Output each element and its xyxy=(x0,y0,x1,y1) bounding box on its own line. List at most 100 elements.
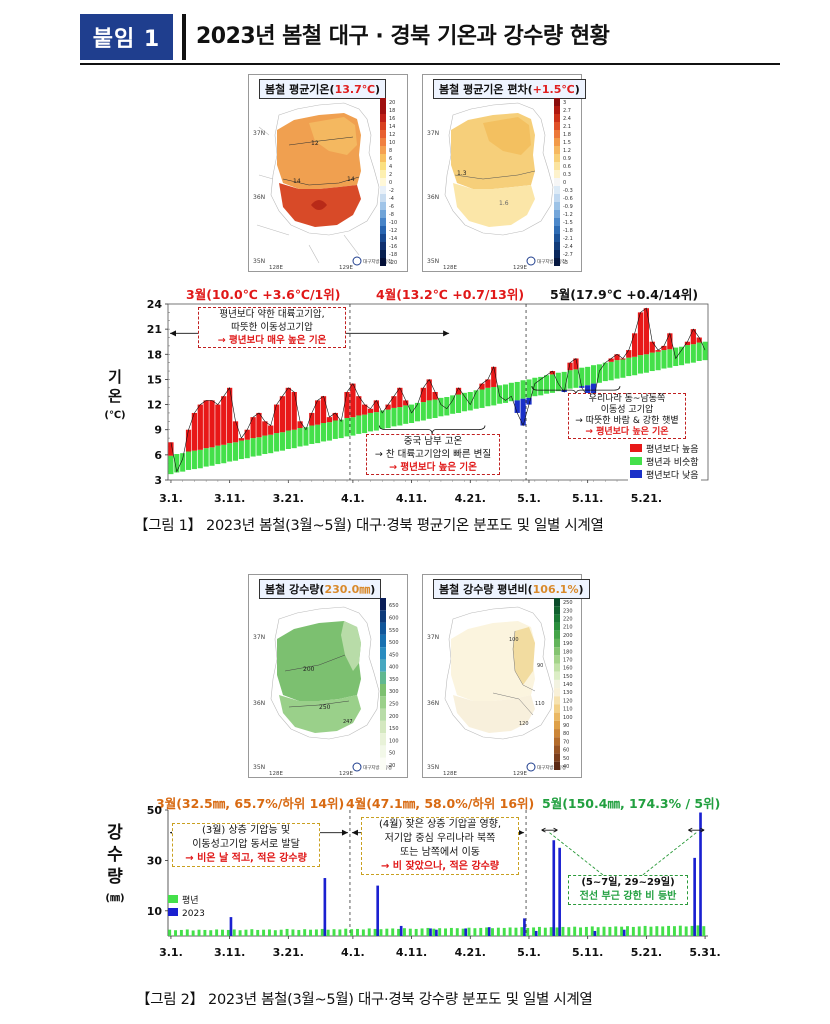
normal-bar xyxy=(631,926,635,936)
scale-label: 2.4 xyxy=(563,116,571,122)
normal-bar xyxy=(485,387,491,407)
scale-swatch xyxy=(554,162,560,170)
scale-swatch xyxy=(380,634,386,648)
x-tick-label: 3.1. xyxy=(159,492,183,505)
scale-swatch xyxy=(380,98,386,106)
scale-label: 20 xyxy=(389,763,395,769)
normal-bar xyxy=(643,925,647,936)
scale-label: 210 xyxy=(563,625,573,631)
scale-swatch xyxy=(380,210,386,218)
normal-bar xyxy=(614,360,620,379)
may-note: 우리나라 동~남동쪽 이동성 고기압 → 따뜻한 바람 & 강한 햇볕 → 평년보다 … xyxy=(568,393,686,439)
normal-bar xyxy=(526,927,530,936)
scale-swatch xyxy=(554,114,560,122)
may-temp-summary: 5월(17.9℃ +0.4/14위) xyxy=(550,287,699,302)
march-temp-summary: 3월(10.0℃ +3.6℃/1위) xyxy=(186,287,341,302)
may-precip-note: (5~7일, 29~29일) 전선 부근 강한 비 등반 xyxy=(568,875,688,905)
scale-swatch xyxy=(380,218,386,226)
scale-label: 220 xyxy=(563,617,573,623)
normal-bar xyxy=(279,929,283,936)
observed-bar xyxy=(429,928,432,936)
scale-label: 2.1 xyxy=(563,124,571,130)
y-tick-label: 18 xyxy=(147,348,162,361)
scale-swatch xyxy=(380,202,386,210)
normal-bar xyxy=(673,347,679,367)
scale-label: 0.9 xyxy=(563,156,571,162)
scale-swatch xyxy=(554,663,560,672)
normal-bar xyxy=(544,375,550,394)
scale-label: 120 xyxy=(563,698,573,704)
normal-bar xyxy=(267,929,271,936)
scale-swatch xyxy=(554,753,560,762)
observed-bar xyxy=(309,412,315,426)
normal-bar xyxy=(579,367,585,387)
observed-bar xyxy=(690,329,696,345)
observed-bar xyxy=(693,857,696,936)
kma-logo-text: 대구지방기상청 xyxy=(363,258,392,265)
x-tick-label: 4.11. xyxy=(396,946,427,959)
observed-bar xyxy=(696,337,702,343)
observed-bar xyxy=(226,387,233,444)
legend-swatch-low xyxy=(630,470,642,478)
normal-bar xyxy=(232,929,236,936)
scale-label: -4 xyxy=(389,196,394,202)
observed-bar xyxy=(549,371,556,375)
observed-bar xyxy=(320,396,327,424)
contour-label: 1.3 xyxy=(457,170,467,177)
normal-bar xyxy=(520,927,524,936)
normal-bar xyxy=(702,926,706,936)
scale-label: 1.2 xyxy=(563,148,571,154)
normal-bar xyxy=(350,417,356,436)
observed-bar xyxy=(361,404,368,415)
normal-bar xyxy=(362,414,368,434)
observed-bar xyxy=(399,925,403,936)
normal-bar xyxy=(291,429,297,449)
observed-bar xyxy=(643,308,650,355)
normal-bar xyxy=(514,927,518,936)
scale-swatch xyxy=(380,122,386,130)
scale-swatch xyxy=(554,226,560,234)
anomaly-color-scale: 3 2.7 2.4 2.1 1.8 1.5 1.2 0.9 0.6 0.3 0 -0.3 -0.6 -0.… xyxy=(554,98,573,266)
normal-bar xyxy=(643,354,649,373)
x-tick-label: 4.21. xyxy=(455,946,486,959)
normal-bar xyxy=(526,379,532,398)
normal-bar xyxy=(655,926,659,936)
y-tick-label: 21 xyxy=(147,323,162,336)
normal-bar xyxy=(649,352,655,372)
scale-label: -3 xyxy=(563,260,568,266)
scale-label: 400 xyxy=(389,665,399,671)
observed-bar xyxy=(620,358,626,360)
normal-bar xyxy=(274,433,280,452)
normal-bar xyxy=(409,404,415,424)
scale-swatch xyxy=(554,202,560,210)
normal-bar xyxy=(321,423,327,442)
observed-bar xyxy=(315,400,321,425)
normal-bar xyxy=(332,420,338,439)
scale-swatch xyxy=(554,98,560,106)
figure-1-caption: 【그림 1】 2023년 봄철(3월~5월) 대구·경북 평균기온 분포도 및 … xyxy=(134,518,604,534)
y-tick-label: 15 xyxy=(147,373,162,386)
contour-label: 200 xyxy=(303,666,315,673)
scale-label: -2.1 xyxy=(563,236,573,242)
x-tick-label: 3.1. xyxy=(159,946,183,959)
observed-bar xyxy=(376,885,380,936)
scale-swatch xyxy=(554,720,560,730)
normal-bar xyxy=(584,926,588,936)
scale-swatch xyxy=(380,598,386,611)
march-precip-note: (3월) 상층 기압능 및 이동성고기압 동서로 발달 → 비온 날 적고, 적은 … xyxy=(172,823,320,867)
precipitation-ratio-color-scale: 250 230 220 210 200 190 180 170 160 150 140 130 120 1… xyxy=(554,598,573,770)
normal-bar xyxy=(273,930,277,936)
normal-bar xyxy=(538,376,544,396)
observed-bar xyxy=(297,421,303,429)
normal-bar xyxy=(385,928,389,936)
scale-swatch xyxy=(380,733,386,746)
normal-bar xyxy=(456,394,462,413)
kma-logo-icon xyxy=(526,256,536,266)
observed-bar xyxy=(614,354,620,361)
scale-swatch xyxy=(554,130,560,138)
contour-label: 120 xyxy=(519,721,529,727)
scale-label: 250 xyxy=(563,600,573,606)
observed-bar xyxy=(585,385,591,397)
observed-bar xyxy=(573,358,579,370)
april-note: 중국 남부 고온 → 찬 대륙고기압의 빠른 변질 → 평년보다 높은 기온 xyxy=(366,434,500,475)
